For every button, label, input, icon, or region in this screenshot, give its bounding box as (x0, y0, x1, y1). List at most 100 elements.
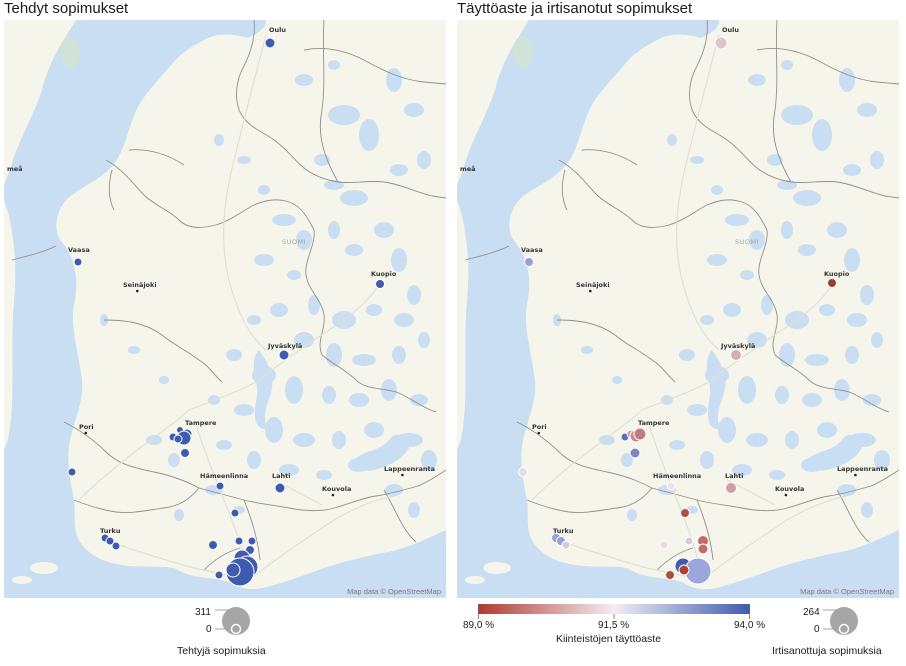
lake (391, 248, 407, 272)
city-label-turku: Turku (553, 527, 574, 535)
right-legend-size-icon (823, 607, 858, 635)
contract-bubble[interactable] (278, 349, 290, 361)
contract-bubble[interactable] (274, 482, 286, 494)
lake (847, 313, 867, 327)
contract-bubble[interactable] (234, 536, 244, 546)
contract-bubble[interactable] (375, 279, 385, 289)
lake (345, 244, 363, 256)
region-border (696, 499, 714, 561)
color-legend-label: Kiinteistöjen täyttöaste (556, 633, 662, 645)
region-border (303, 48, 446, 85)
road (258, 277, 383, 381)
occupancy-bubble[interactable] (827, 278, 837, 288)
lake (857, 103, 877, 117)
lake (410, 394, 428, 406)
lake (860, 285, 874, 305)
lake (418, 332, 430, 348)
occupancy-bubble[interactable] (524, 257, 534, 267)
lake (845, 346, 859, 364)
contract-bubble[interactable] (67, 467, 77, 477)
city-label-vaasa: Vaasa (521, 246, 543, 254)
contract-bubble[interactable] (173, 434, 183, 444)
right-legend-min: 0 (814, 624, 820, 635)
road (648, 424, 703, 581)
region-border (558, 159, 670, 228)
city-dot-kouvola (784, 493, 788, 497)
lake (234, 404, 254, 416)
occupancy-bubble[interactable] (725, 482, 737, 494)
lake (332, 431, 346, 449)
occupancy-bubble[interactable] (518, 467, 528, 477)
lake (328, 105, 360, 125)
city-dot-lappeenranta (854, 473, 857, 477)
lake (128, 346, 140, 354)
lake (322, 386, 336, 404)
city-label-vaasa: Vaasa (68, 246, 90, 254)
occupancy-bubble[interactable] (714, 36, 728, 50)
lake (749, 230, 765, 250)
lake (254, 254, 274, 266)
contract-bubble[interactable] (73, 257, 83, 267)
region-border (556, 319, 676, 383)
lake (386, 68, 402, 92)
contract-bubble[interactable] (180, 448, 190, 458)
region-border (333, 469, 446, 509)
lake (725, 214, 749, 226)
occupancy-bubble[interactable] (666, 481, 676, 491)
lake (352, 354, 376, 366)
region-border (337, 180, 446, 199)
road (711, 277, 836, 381)
occupancy-bubble[interactable] (629, 447, 641, 459)
city-label-oulu: Oulu (269, 26, 286, 34)
city-dot-pori (84, 431, 88, 435)
occupancy-bubble[interactable] (665, 570, 675, 580)
lake (798, 244, 816, 256)
region-border (105, 159, 217, 228)
lake (146, 435, 162, 445)
contract-bubble[interactable] (105, 536, 115, 546)
occupancy-bubble[interactable] (680, 508, 690, 518)
contract-bubble[interactable] (214, 570, 224, 580)
lake (174, 509, 184, 521)
occupancy-bubble[interactable] (678, 564, 690, 576)
lake (802, 393, 822, 407)
lake (308, 295, 320, 315)
lake (711, 185, 723, 195)
road (641, 379, 713, 411)
lake (296, 230, 312, 250)
occupancy-bubble[interactable] (633, 427, 647, 441)
occupancy-bubble[interactable] (684, 536, 694, 546)
color-legend-min: 89,0 % (463, 620, 495, 631)
lake (669, 440, 685, 450)
region-border (526, 487, 653, 513)
city-label-pori: Pori (79, 423, 94, 431)
lake (247, 315, 261, 325)
city-label-oulu: Oulu (722, 26, 739, 34)
left-legend-size-icon (215, 607, 250, 635)
left-map[interactable]: Oulu meå Vaasa Seinäjoki Kuopio Jyväskylä Tamp… (4, 20, 446, 598)
contract-bubble[interactable] (247, 536, 257, 546)
region-border (836, 489, 870, 543)
city-label-jyvaskyla: Jyväskylä (267, 342, 302, 350)
contract-bubble[interactable] (230, 508, 240, 518)
city-dot-seinajoki (589, 289, 592, 293)
city-label-lappeenranta: Lappeenranta (384, 465, 435, 473)
occupancy-bubble[interactable] (697, 543, 709, 555)
occupancy-bubble[interactable] (659, 540, 669, 550)
occupancy-bubble[interactable] (730, 349, 742, 361)
right-map[interactable]: Oulu meå Vaasa Seinäjoki Kuopio Jyväskylä Tamp… (457, 20, 899, 598)
region-border (726, 139, 792, 183)
contract-bubble[interactable] (111, 541, 121, 551)
lake (226, 349, 242, 361)
color-scale-bar (478, 604, 750, 619)
lake (349, 393, 369, 407)
lake (667, 134, 677, 146)
contract-bubble[interactable] (208, 540, 218, 550)
occupancy-bubble[interactable] (561, 540, 571, 550)
lake (612, 376, 622, 384)
lake (340, 190, 368, 206)
contract-bubble[interactable] (264, 37, 276, 49)
contract-bubble[interactable] (225, 562, 241, 578)
contract-bubble[interactable] (215, 481, 225, 491)
city-label-seinajoki: Seinäjoki (576, 281, 610, 289)
